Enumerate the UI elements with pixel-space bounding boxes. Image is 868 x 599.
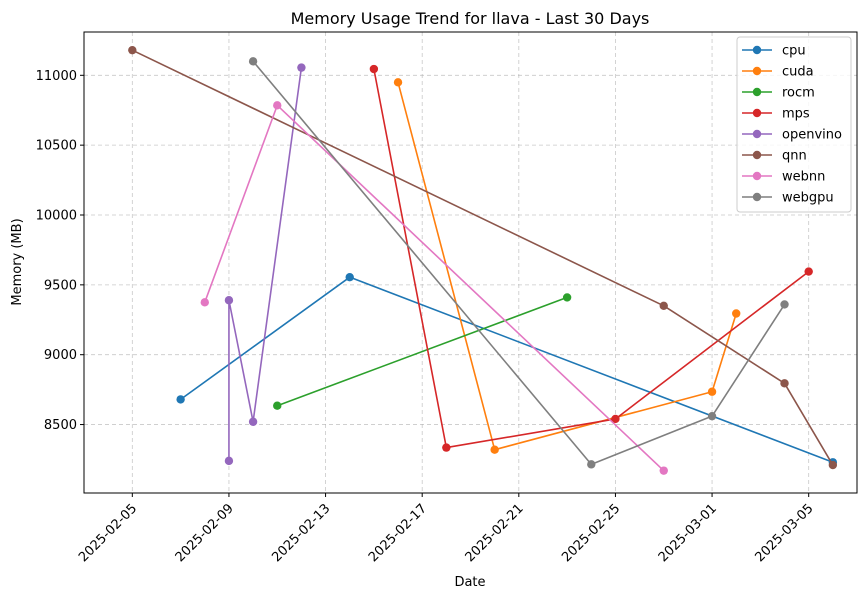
- chart-title: Memory Usage Trend for llava - Last 30 D…: [291, 9, 650, 28]
- data-point: [442, 443, 451, 452]
- data-point: [176, 395, 185, 404]
- data-point: [659, 466, 668, 475]
- series-layer: [128, 45, 838, 475]
- data-point: [828, 460, 838, 470]
- series-line: [228, 67, 303, 461]
- series-line: [276, 296, 568, 407]
- x-axis-label: Date: [454, 575, 485, 590]
- legend-label: rocm: [782, 86, 815, 101]
- y-tick-label: 9000: [44, 348, 77, 363]
- data-point: [393, 78, 403, 87]
- data-point: [200, 298, 209, 307]
- series-qnn: [128, 45, 838, 470]
- legend-item-rocm: rocm: [742, 86, 815, 101]
- legend-swatch-marker: [752, 87, 762, 97]
- legend-swatch-marker: [752, 150, 762, 160]
- data-point: [224, 456, 234, 466]
- series-line: [373, 68, 810, 449]
- legend-label: qnn: [782, 149, 807, 164]
- series-line: [131, 49, 834, 466]
- data-point: [732, 309, 741, 318]
- y-axis: 8500 9000 9500 10000 10500 11000: [36, 69, 84, 433]
- data-point: [369, 64, 379, 74]
- series-webnn: [200, 101, 668, 475]
- y-tick-label: 10000: [36, 209, 77, 224]
- legend-label: webgpu: [782, 191, 834, 206]
- data-point: [707, 387, 717, 396]
- data-point: [128, 45, 137, 55]
- legend-swatch-marker: [752, 192, 762, 202]
- legend-item-cpu: cpu: [742, 44, 806, 59]
- legend-swatch-marker: [752, 129, 762, 139]
- data-point: [224, 296, 234, 305]
- data-point: [780, 300, 789, 309]
- data-point: [780, 379, 789, 388]
- y-tick-label: 8500: [44, 418, 77, 433]
- series-rocm: [273, 293, 572, 410]
- data-point: [273, 401, 282, 410]
- legend-swatch-marker: [752, 108, 762, 118]
- legend-item-webnn: webnn: [742, 170, 825, 185]
- data-point: [345, 272, 354, 282]
- y-tick-label: 10500: [36, 139, 77, 154]
- legend: cpu cuda rocm mps openvino qnn webnn webgpu: [736, 36, 852, 213]
- data-point: [273, 101, 282, 110]
- data-point: [562, 293, 572, 302]
- legend-label: cuda: [782, 65, 814, 80]
- data-point: [804, 267, 813, 276]
- legend-swatch-marker: [752, 171, 762, 181]
- legend-label: webnn: [782, 170, 825, 185]
- legend-box: [736, 36, 852, 213]
- y-tick-label: 9500: [44, 278, 77, 293]
- series-mps: [369, 64, 813, 452]
- data-point: [297, 63, 306, 72]
- series-webgpu: [248, 57, 789, 469]
- legend-swatch-marker: [752, 45, 762, 55]
- data-point: [248, 417, 258, 426]
- series-line: [252, 60, 786, 466]
- legend-label: cpu: [782, 44, 806, 59]
- legend-item-cuda: cuda: [742, 65, 814, 80]
- legend-item-mps: mps: [742, 107, 810, 122]
- data-point: [490, 445, 499, 454]
- plot-frame: [83, 31, 858, 494]
- legend-item-openvino: openvino: [742, 128, 842, 143]
- legend-item-qnn: qnn: [742, 149, 807, 164]
- legend-item-webgpu: webgpu: [742, 191, 834, 206]
- data-point: [659, 301, 668, 311]
- y-axis-label: Memory (MB): [10, 218, 25, 305]
- data-point: [611, 414, 620, 424]
- y-tick-label: 11000: [36, 69, 77, 84]
- legend-label: openvino: [782, 128, 842, 143]
- series-openvino: [224, 63, 306, 466]
- data-point: [587, 460, 596, 469]
- legend-label: mps: [782, 107, 810, 122]
- legend-swatch-marker: [752, 66, 762, 76]
- data-point: [707, 411, 717, 421]
- data-point: [248, 57, 258, 66]
